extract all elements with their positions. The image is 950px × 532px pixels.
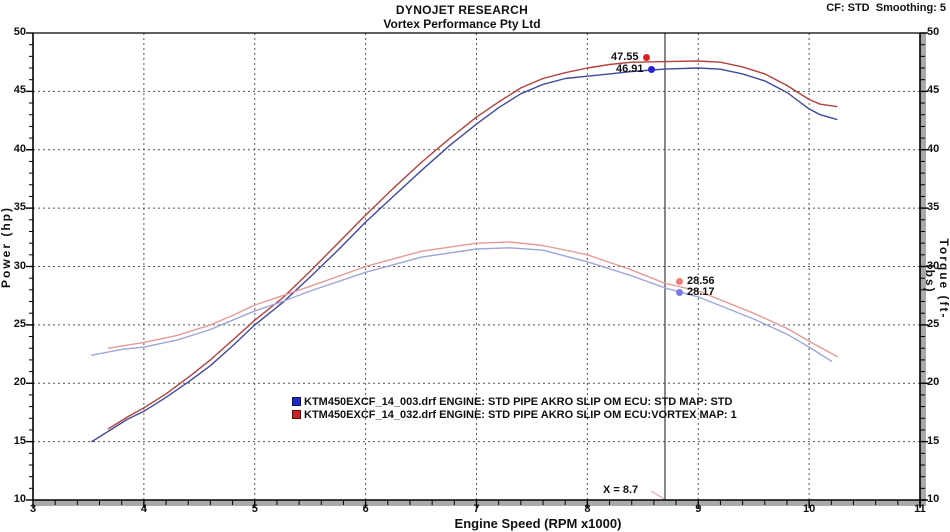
torque-tick-label-30: 30 (927, 259, 940, 272)
cursor-value-power-std: 46.91 (616, 63, 655, 75)
torque-axis-title: Torque (ft-lbs) (923, 238, 950, 320)
x-tick-label-4: 4 (140, 503, 147, 515)
power-tick-label-10: 10 (13, 493, 26, 505)
legend-item-run-003[interactable]: KTM450EXCF_14_003.drf ENGINE: STD PIPE A… (292, 395, 737, 408)
page-subtitle: Vortex Performance Pty Ltd (383, 17, 541, 31)
page-title: DYNOJET RESEARCH (395, 3, 529, 17)
axis-ticks (26, 32, 928, 508)
plot-frame (32, 32, 926, 506)
x-tick-label-3: 3 (29, 503, 37, 515)
power-tick-label-50: 50 (13, 26, 26, 38)
curves (91, 60, 838, 443)
torque-tick-label-45: 45 (927, 84, 940, 97)
cursor-value-label: 47.55 (611, 51, 639, 63)
x-tick-label-5: 5 (251, 503, 258, 515)
torque-tick-label-20: 20 (927, 376, 940, 389)
legend-item-run-032[interactable]: KTM450EXCF_14_032.drf ENGINE: STD PIPE A… (292, 408, 737, 421)
rpm-axis-title: Engine Speed (RPM x1000) (454, 516, 622, 531)
curve-torque-vortex (107, 241, 838, 358)
torque-tick-label-10: 10 (927, 493, 940, 505)
marker-dot-red-icon (642, 53, 650, 61)
power-axis-title: Power (hp) (0, 206, 13, 288)
curve-power-std (91, 67, 838, 443)
torque-tick-label-25: 25 (927, 317, 940, 330)
x-tick-label-8: 8 (584, 503, 591, 515)
cursor-x-readout: X = 8.7 (603, 484, 639, 496)
power-tick-label-20: 20 (13, 376, 26, 389)
curve-torque-std (91, 247, 832, 362)
marker-dot-pink-icon (676, 277, 683, 285)
x-tick-label-6: 6 (362, 503, 369, 515)
curve-power-vortex (107, 60, 838, 430)
cursor-value-torque-std: 28.17 (676, 286, 715, 298)
cursor-value-label: 28.56 (687, 275, 715, 287)
power-tick-label-25: 25 (13, 317, 26, 330)
legend-swatch-red (292, 410, 301, 419)
x-tick-label-11: 11 (914, 503, 926, 515)
power-tick-label-40: 40 (13, 142, 26, 155)
torque-tick-label-35: 35 (927, 201, 940, 214)
marker-dot-lightblue-icon (676, 288, 683, 296)
cursor-label-pointer (650, 490, 665, 500)
x-tick-label-7: 7 (473, 503, 480, 515)
legend: KTM450EXCF_14_003.drf ENGINE: STD PIPE A… (292, 395, 737, 421)
power-tick-label-35: 35 (13, 201, 26, 214)
right-axis-band (920, 33, 926, 506)
correction-smoothing-readout: CF: STD Smoothing: 5 (826, 2, 946, 14)
torque-tick-label-15: 15 (927, 434, 940, 447)
gridlines (33, 33, 920, 500)
cursor-value-torque-vortex: 28.56 (676, 275, 715, 287)
bottom-axis-band (33, 500, 926, 506)
legend-swatch-blue (292, 397, 301, 406)
x-tick-label-10: 10 (803, 503, 816, 515)
torque-tick-label-40: 40 (927, 142, 940, 155)
legend-label-run-003: KTM450EXCF_14_003.drf ENGINE: STD PIPE A… (304, 395, 733, 408)
marker-dot-blue-icon (647, 65, 655, 73)
power-tick-label-30: 30 (13, 259, 26, 272)
power-tick-label-45: 45 (13, 84, 26, 97)
legend-label-run-032: KTM450EXCF_14_032.drf ENGINE: STD PIPE A… (304, 408, 737, 421)
x-tick-label-9: 9 (695, 503, 702, 515)
cursor-value-label: 46.91 (616, 63, 644, 75)
power-tick-label-15: 15 (13, 434, 26, 447)
torque-tick-label-50: 50 (927, 26, 940, 38)
cursor-value-label: 28.17 (687, 286, 715, 298)
cursor-value-power-vortex: 47.55 (611, 51, 650, 63)
